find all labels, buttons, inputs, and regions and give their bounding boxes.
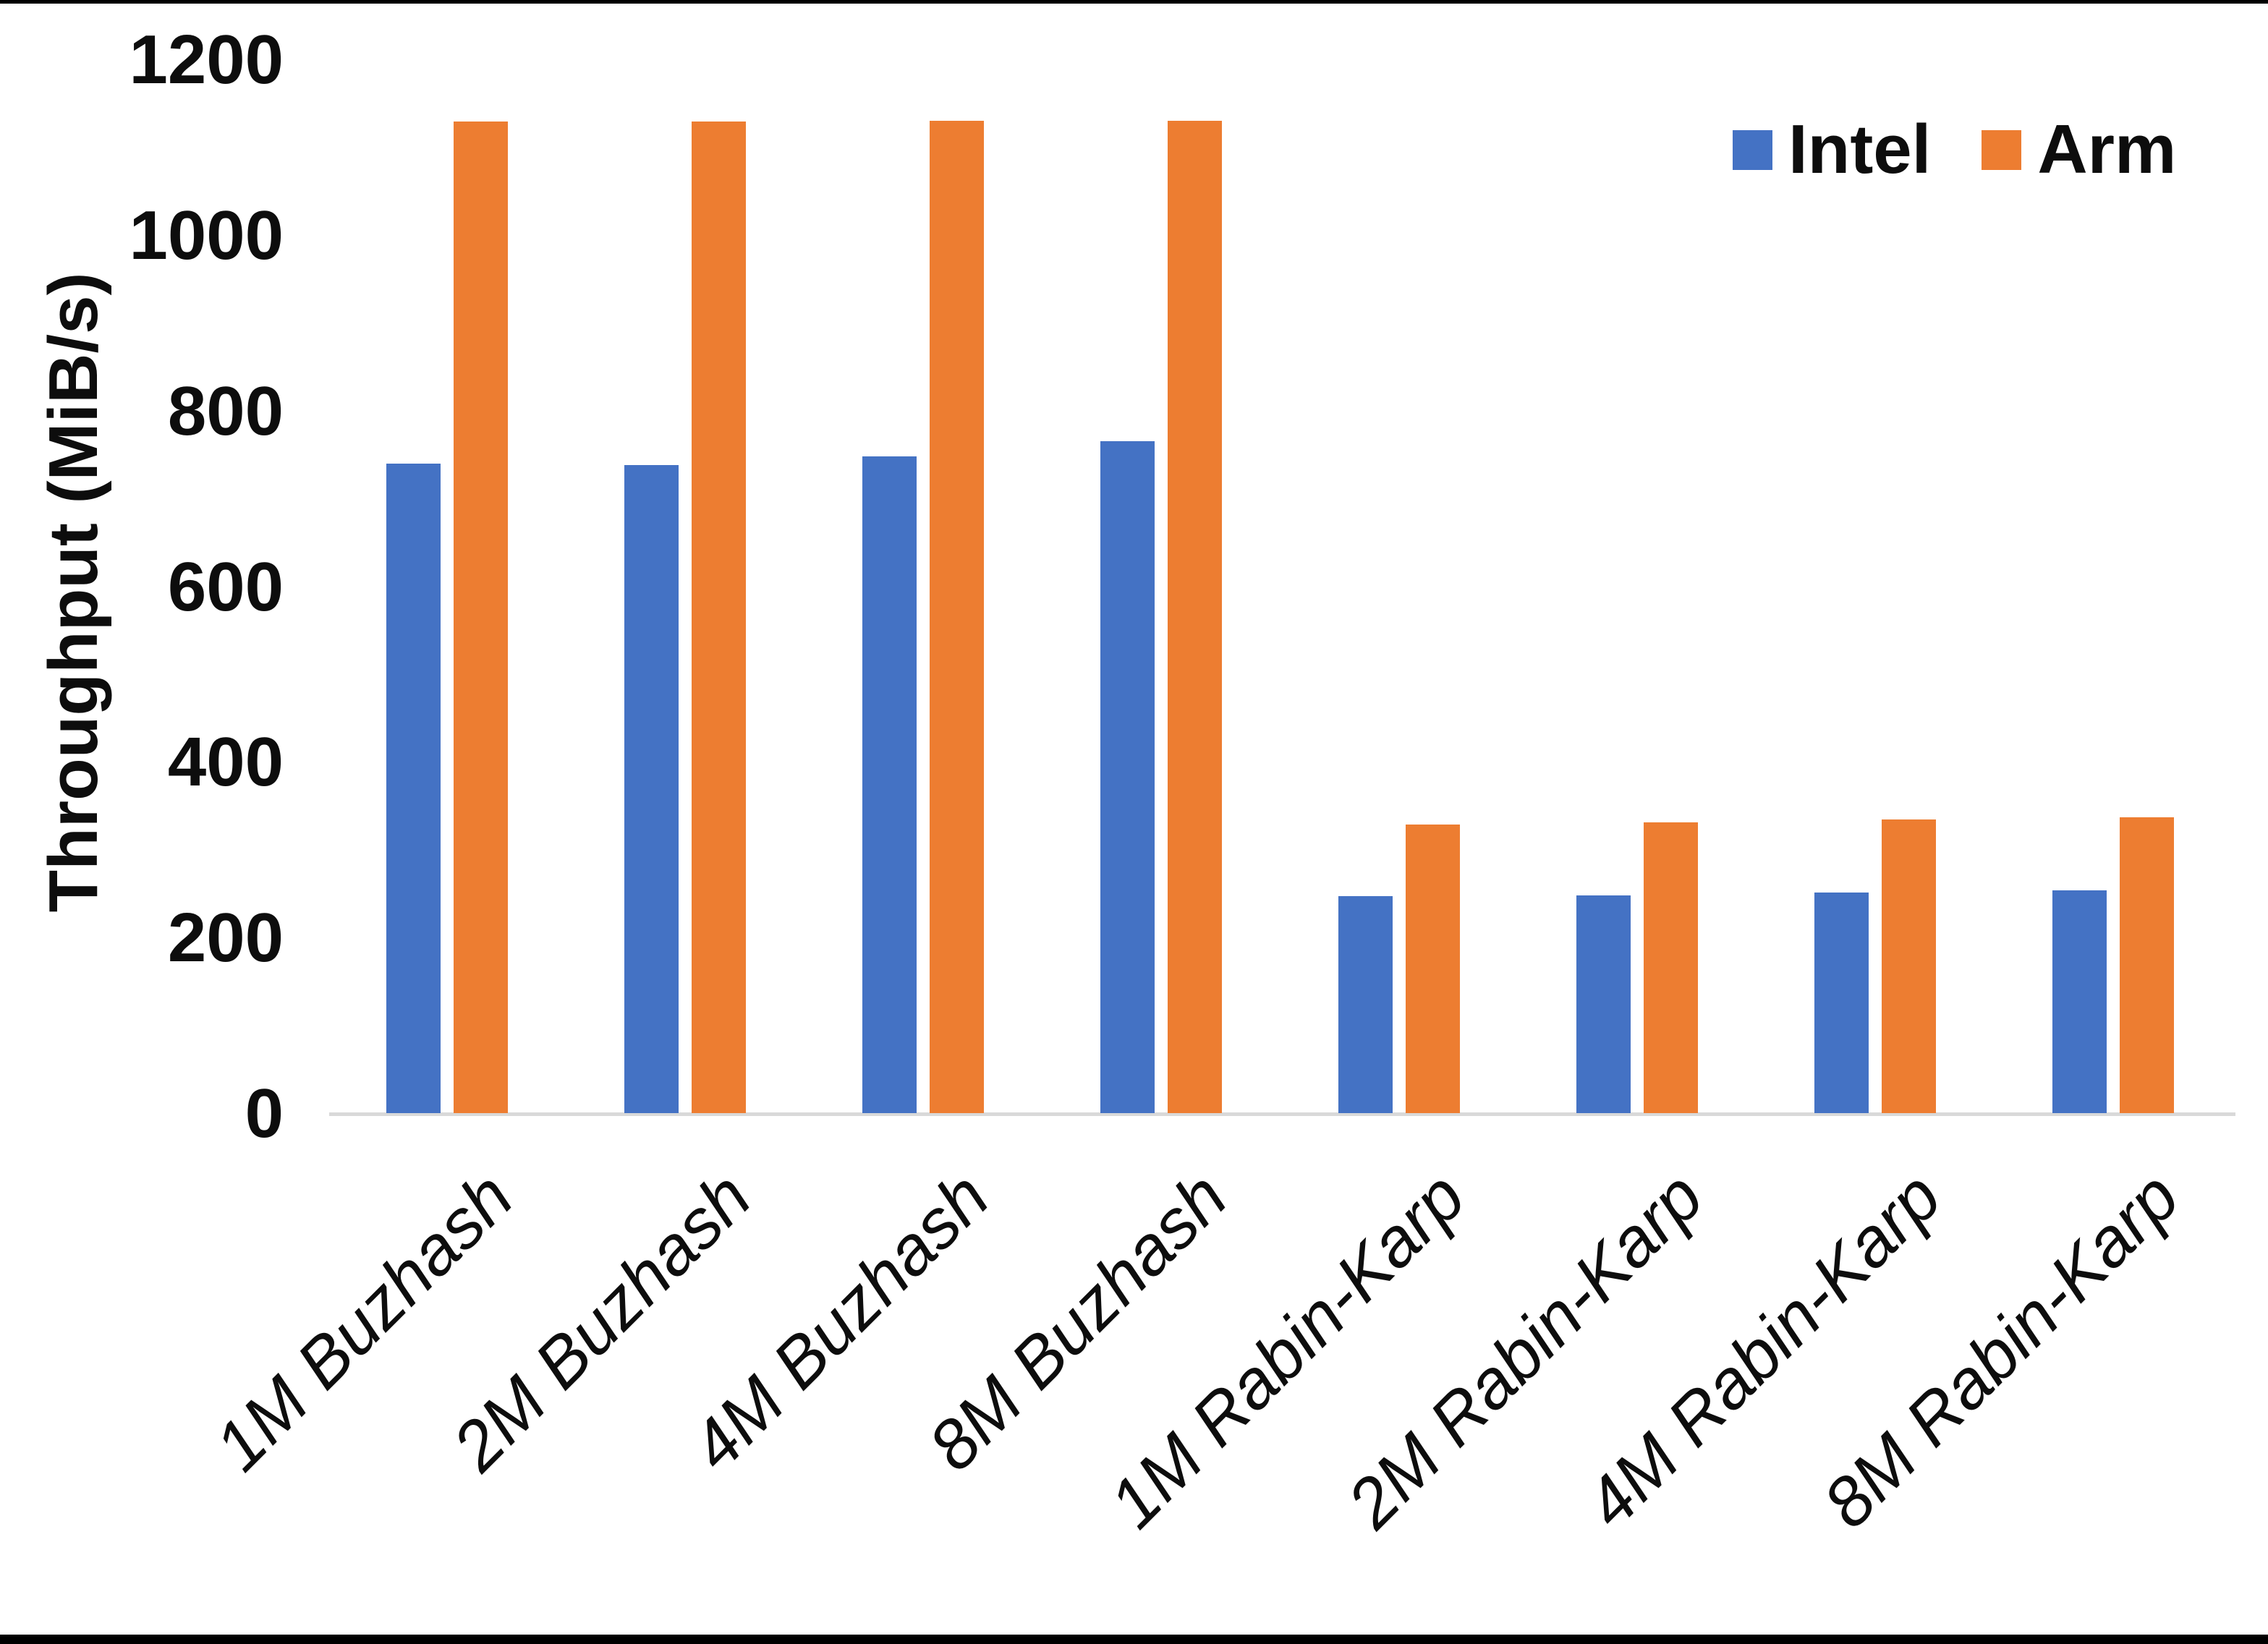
legend-item-intel: Intel xyxy=(1733,110,1931,189)
y-tick-label-400: 400 xyxy=(167,723,284,801)
y-tick-label-800: 800 xyxy=(167,372,284,450)
bar-arm-8m-rabin-karp xyxy=(2120,817,2174,1113)
bar-intel-4m-rabin-karp xyxy=(1814,893,1869,1113)
y-tick-label-1000: 1000 xyxy=(129,196,284,274)
legend-swatch-arm xyxy=(1982,129,2022,170)
bar-intel-4m-buzhash xyxy=(862,456,917,1113)
y-tick-label-0: 0 xyxy=(245,1075,284,1152)
bar-intel-1m-rabin-karp xyxy=(1338,896,1393,1113)
legend-item-arm: Arm xyxy=(1982,110,2176,189)
legend-swatch-intel xyxy=(1733,129,1772,170)
bar-intel-8m-rabin-karp xyxy=(2052,890,2107,1113)
legend-label-intel: Intel xyxy=(1788,111,1932,188)
bar-arm-1m-buzhash xyxy=(454,122,508,1113)
x-axis-line xyxy=(329,1112,2235,1116)
bar-arm-4m-rabin-karp xyxy=(1882,819,1936,1113)
legend: Intel Arm xyxy=(1733,110,2176,189)
page-bottom-border xyxy=(0,1635,2268,1644)
bar-intel-1m-buzhash xyxy=(386,463,441,1113)
bar-arm-2m-rabin-karp xyxy=(1644,822,1698,1113)
y-tick-label-1200: 1200 xyxy=(129,21,284,98)
bar-intel-2m-rabin-karp xyxy=(1576,895,1631,1113)
legend-label-arm: Arm xyxy=(2037,111,2177,188)
y-tick-label-600: 600 xyxy=(167,548,284,626)
bar-intel-8m-buzhash xyxy=(1100,441,1155,1113)
bar-intel-2m-buzhash xyxy=(624,464,679,1113)
x-axis-label-1m-buzhash: 1M Buzhash xyxy=(200,1157,528,1486)
page-top-border xyxy=(0,0,2268,4)
bar-arm-8m-buzhash xyxy=(1168,120,1222,1113)
bar-arm-4m-buzhash xyxy=(930,120,984,1113)
y-tick-label-200: 200 xyxy=(167,899,284,977)
bar-arm-2m-buzhash xyxy=(692,122,746,1113)
bar-arm-1m-rabin-karp xyxy=(1406,824,1460,1113)
